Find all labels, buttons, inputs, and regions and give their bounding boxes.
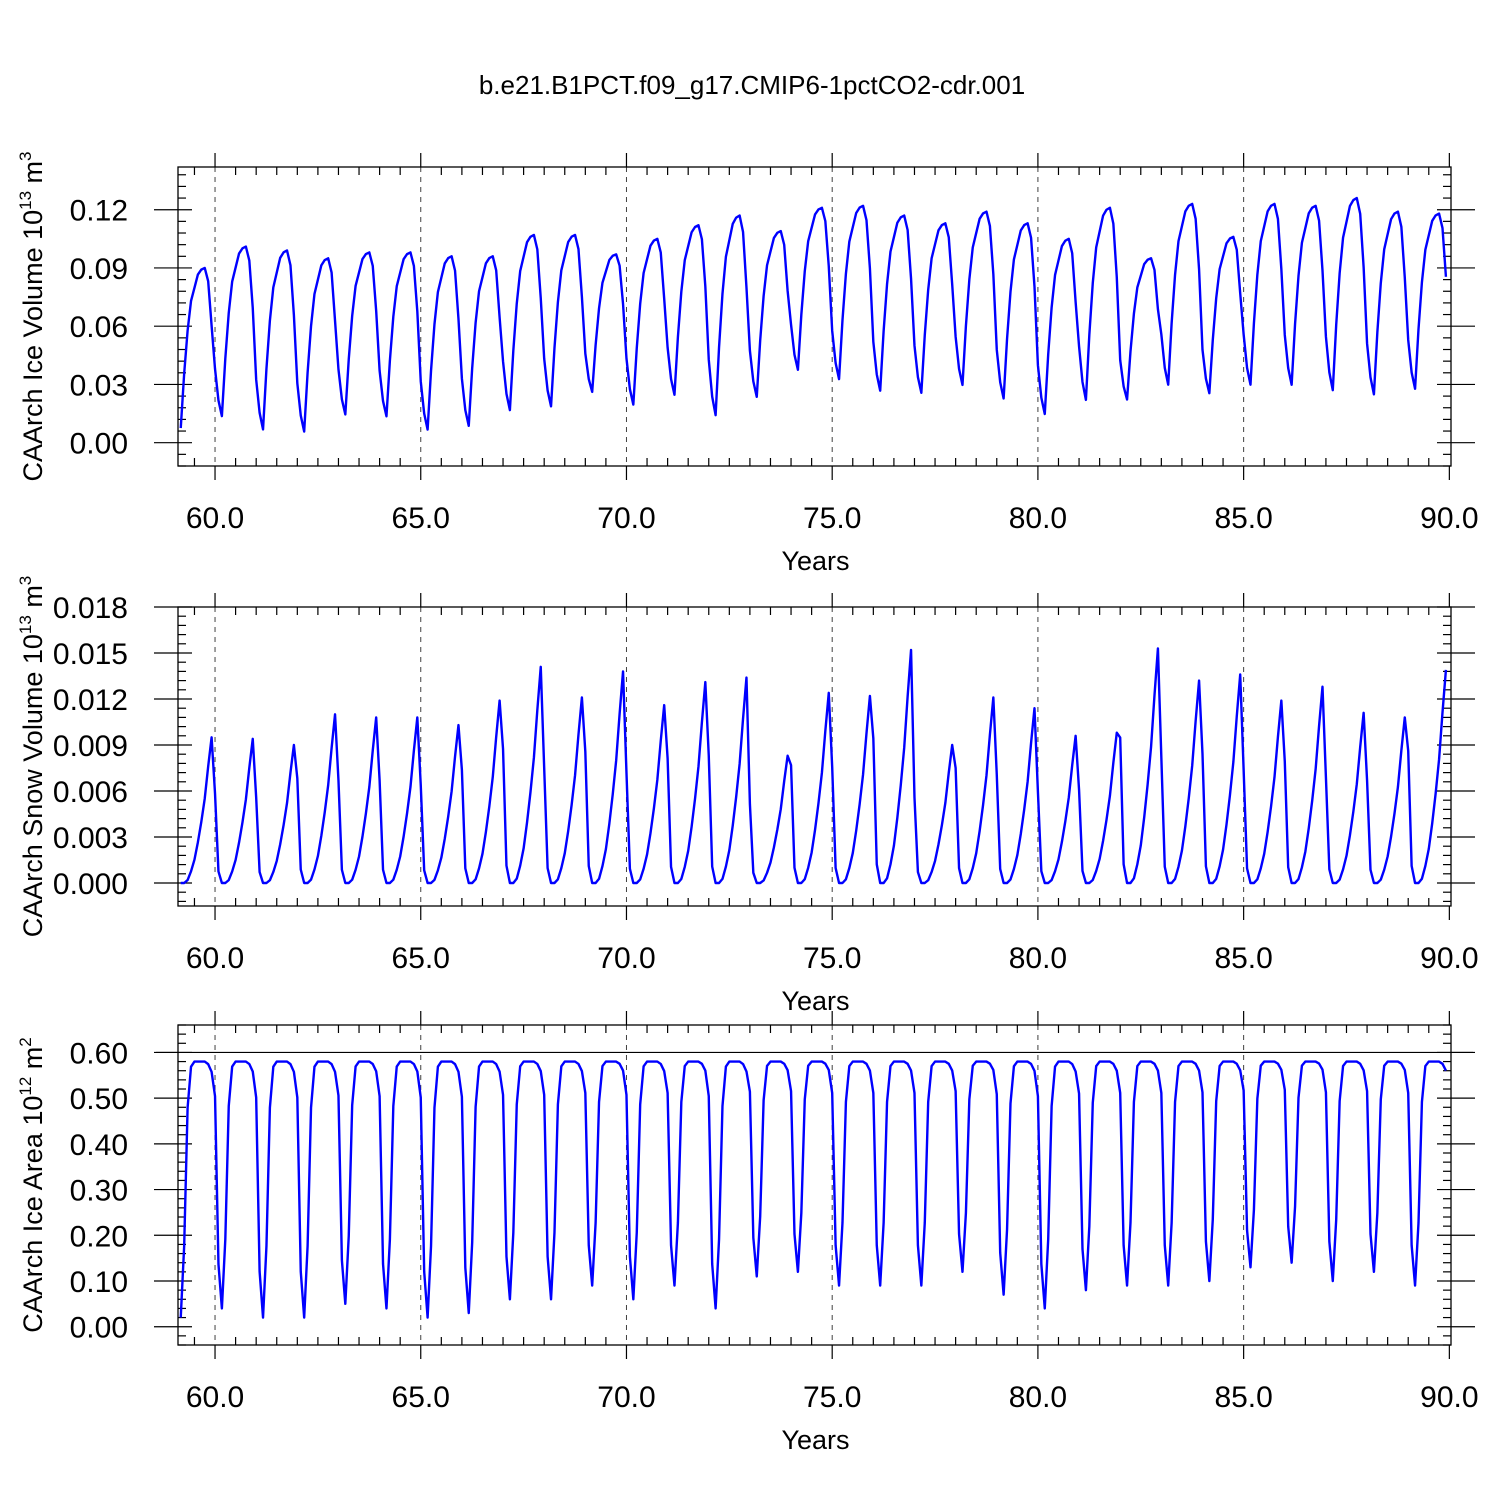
- x-tick-label: 75.0: [803, 1381, 861, 1414]
- x-tick-label: 65.0: [392, 502, 450, 535]
- y-tick-label: 0.009: [53, 730, 128, 763]
- y-tick-label: 0.30: [70, 1175, 128, 1208]
- y-tick-label: 0.015: [53, 638, 128, 671]
- x-axis-label: Years: [781, 986, 849, 1016]
- x-tick-label: 80.0: [1009, 502, 1067, 535]
- y-tick-label: 0.40: [70, 1129, 128, 1162]
- series-line-1: [179, 196, 1448, 433]
- y-axis-label: CAArch Ice Volume 1013 m3: [16, 151, 48, 481]
- x-tick-label: 90.0: [1420, 502, 1478, 535]
- x-tick-label: 90.0: [1420, 942, 1478, 975]
- y-tick-label: 0.012: [53, 684, 128, 717]
- plot-frame: [177, 1024, 1452, 1346]
- panel-1: 60.0 65.0 70.0 75.0 80.0 85.0 90.0 0.00 0.03 0.06…: [16, 151, 1479, 576]
- x-axis-label: Years: [781, 1425, 849, 1455]
- x-tick-label: 60.0: [186, 1381, 244, 1414]
- y-axis-label-exp: 13: [16, 191, 35, 210]
- chart-panels: 60.0 65.0 70.0 75.0 80.0 85.0 90.0 0.00 0.03 0.06…: [16, 151, 1479, 1455]
- y-tick-label: 0.60: [70, 1037, 128, 1070]
- chart-title: b.e21.B1PCT.f09_g17.CMIP6-1pctCO2-cdr.00…: [479, 70, 1025, 100]
- y-tick-label: 0.000: [53, 868, 128, 901]
- y-axis-label-exp: 12: [16, 1077, 35, 1096]
- y-tick-label: 0.00: [70, 428, 128, 461]
- y-axis-label-unit: m: [18, 161, 48, 191]
- x-tick-label: 80.0: [1009, 942, 1067, 975]
- series-line-1: [180, 647, 1448, 885]
- y-axis-label-unit: m: [18, 1047, 48, 1077]
- y-tick-label: 0.006: [53, 776, 128, 809]
- plot-frame: [177, 606, 1452, 907]
- panel-2: 60.0 65.0 70.0 75.0 80.0 85.0 90.0 0.000 0.003 0.…: [16, 576, 1479, 1016]
- x-tick-label: 70.0: [597, 502, 655, 535]
- y-tick-label: 0.09: [70, 253, 128, 286]
- x-tick-label: 80.0: [1009, 1381, 1067, 1414]
- x-tick-label: 65.0: [392, 1381, 450, 1414]
- y-axis-label-unit-exp: 3: [16, 151, 35, 160]
- y-tick-label: 0.03: [70, 369, 128, 402]
- y-tick-label: 0.12: [70, 195, 128, 228]
- y-tick-label: 0.018: [53, 592, 128, 625]
- panel-3: 60.0 65.0 70.0 75.0 80.0 85.0 90.0 0.00 0.10 0.20…: [16, 1011, 1479, 1455]
- x-tick-label: 75.0: [803, 502, 861, 535]
- y-axis-label-text: CAArch Snow Volume 10: [18, 634, 48, 937]
- y-tick-label: 0.10: [70, 1266, 128, 1299]
- y-axis-label-text: CAArch Ice Volume 10: [18, 210, 48, 482]
- y-axis-label-unit-exp: 2: [16, 1037, 35, 1046]
- y-tick-label: 0.50: [70, 1083, 128, 1116]
- y-axis-label-text: CAArch Ice Area 10: [18, 1096, 48, 1333]
- x-tick-label: 60.0: [186, 502, 244, 535]
- x-tick-label: 85.0: [1214, 1381, 1272, 1414]
- y-tick-label: 0.06: [70, 311, 128, 344]
- y-axis-label-unit-exp: 3: [16, 576, 35, 585]
- x-tick-label: 70.0: [597, 942, 655, 975]
- x-tick-label: 85.0: [1214, 502, 1272, 535]
- series-line-1: [179, 1060, 1447, 1319]
- plot-frame: [177, 166, 1452, 467]
- x-axis-label: Years: [781, 546, 849, 576]
- x-tick-label: 60.0: [186, 942, 244, 975]
- x-tick-label: 65.0: [392, 942, 450, 975]
- y-axis-label: CAArch Ice Area 1012 m2: [16, 1037, 48, 1333]
- y-axis-label-exp: 13: [16, 615, 35, 634]
- x-tick-label: 70.0: [597, 1381, 655, 1414]
- x-tick-label: 75.0: [803, 942, 861, 975]
- y-tick-label: 0.00: [70, 1312, 128, 1345]
- y-tick-label: 0.20: [70, 1220, 128, 1253]
- y-axis-label: CAArch Snow Volume 1013 m3: [16, 576, 48, 938]
- y-axis-label-unit: m: [18, 585, 48, 615]
- x-tick-label: 85.0: [1214, 942, 1272, 975]
- y-tick-label: 0.003: [53, 822, 128, 855]
- x-tick-label: 90.0: [1420, 1381, 1478, 1414]
